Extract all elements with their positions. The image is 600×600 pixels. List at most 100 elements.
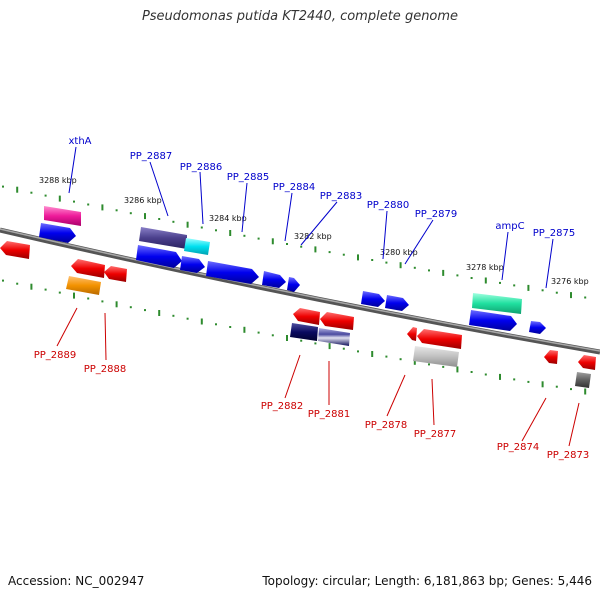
gene-label-pp2885[interactable]: PP_2885 (227, 172, 270, 183)
scale-tick-minor (115, 209, 118, 212)
scale-tick-minor (385, 261, 388, 264)
gene-arrow-pp2884[interactable] (262, 271, 286, 288)
scale-tick-minor (286, 243, 288, 245)
scale-tick-minor (371, 259, 374, 261)
scale-tick-minor (215, 323, 217, 326)
scale-tick-minor (186, 317, 189, 320)
gene-label-pp2880[interactable]: PP_2880 (367, 200, 410, 211)
gene-arrow-rev[interactable] (0, 241, 30, 259)
gene-arrow-pp2877b[interactable] (413, 346, 459, 367)
gene-arrow-pp2878[interactable] (407, 327, 417, 341)
gene-arrow-pp2886b[interactable] (180, 256, 205, 273)
scale-tick-major (144, 213, 146, 220)
scale-tick-minor (129, 212, 132, 215)
scale-tick-minor (129, 306, 132, 309)
gene-label-pp2873[interactable]: PP_2873 (547, 450, 590, 461)
gene-label-pp2887[interactable]: PP_2887 (130, 151, 173, 162)
gene-arrow-pp2882b[interactable] (290, 323, 318, 341)
scale-tick-minor (300, 245, 303, 248)
scale-tick-minor (73, 200, 75, 203)
scale-tick-major (243, 326, 246, 333)
scale-tick-major (456, 366, 459, 373)
accession-label: Accession: NC_002947 (8, 574, 145, 588)
scale-tick-minor (144, 309, 146, 312)
gene-arrow-pp2882[interactable] (293, 308, 320, 325)
scale-tick-minor (16, 282, 19, 285)
scale-tick-minor (257, 237, 260, 240)
gene-arrow-pp2883[interactable] (287, 277, 300, 292)
gene-arrow-pp2888[interactable] (104, 266, 127, 282)
gene-label-pp2886[interactable]: PP_2886 (180, 162, 223, 173)
map-title: Pseudomonas putida KT2440, complete geno… (141, 9, 459, 24)
gene-arrow-pp2887[interactable] (139, 227, 187, 249)
scale-ticks-bottom (2, 279, 587, 395)
gene-arrow-pp2881b[interactable] (318, 328, 350, 346)
scale-label: 3276 kbp (551, 277, 589, 286)
scale-tick-minor (2, 279, 4, 282)
gene-arrow-pp2881[interactable] (320, 312, 354, 330)
scale-tick-major (200, 318, 203, 325)
scale-tick-minor (527, 380, 530, 383)
scale-tick-minor (342, 347, 345, 350)
scale-tick-major (527, 284, 530, 291)
scale-tick-minor (470, 277, 473, 279)
gene-arrow-pp2889[interactable] (71, 259, 105, 278)
gene-label-xtha[interactable]: xthA (68, 136, 91, 147)
scale-label: 3286 kbp (124, 196, 162, 205)
gene-label-pp2875[interactable]: PP_2875 (533, 228, 576, 239)
scale-tick-minor (314, 342, 317, 345)
scale-tick-major (73, 292, 75, 299)
gene-label-pp2878[interactable]: PP_2878 (365, 420, 408, 431)
gene-arrow-ampc[interactable] (472, 293, 522, 314)
forward-genes (39, 206, 546, 334)
gene-arrow-pp2889b[interactable] (66, 276, 101, 295)
gene-arrow-pp2874[interactable] (544, 350, 558, 364)
gene-arrow-pp2877[interactable] (417, 329, 462, 349)
gene-label-ampc[interactable]: ampC (495, 221, 524, 232)
scale-tick-major (229, 230, 232, 236)
scale-tick-major (357, 254, 359, 261)
gene-arrow-pp2873b[interactable] (575, 372, 591, 388)
gene-arrow-pp2886[interactable] (184, 238, 210, 255)
gene-arrow-xtha[interactable] (44, 206, 81, 226)
gene-label-pp2884[interactable]: PP_2884 (273, 182, 316, 193)
scale-tick-major (399, 262, 402, 269)
scale-tick-minor (44, 288, 47, 291)
scale-tick-minor (555, 291, 558, 294)
reverse-genes (0, 241, 596, 388)
scale-tick-minor (413, 266, 416, 269)
gene-label-pp2889[interactable]: PP_2889 (34, 350, 77, 361)
gene-label-pp2882[interactable]: PP_2882 (261, 401, 304, 412)
gene-arrow-pp2879[interactable] (385, 295, 409, 311)
gene-label-pp2879[interactable]: PP_2879 (415, 209, 458, 220)
scale-tick-minor (570, 388, 572, 391)
scale-tick-minor (470, 371, 473, 373)
scale-tick-minor (584, 296, 587, 299)
gene-label-pp2877[interactable]: PP_2877 (414, 429, 457, 440)
scale-tick-major (30, 283, 33, 290)
gene-arrow-ampc-b[interactable] (469, 310, 517, 331)
scale-tick-minor (456, 274, 459, 277)
scale-tick-minor (257, 331, 260, 334)
scale-tick-minor (58, 291, 61, 294)
scale-tick-major (499, 373, 501, 380)
scale-tick-major (271, 238, 274, 245)
gene-arrow-pp2885[interactable] (206, 261, 259, 284)
gene-arrow-fwd[interactable] (39, 223, 76, 243)
gene-arrow-pp2875[interactable] (529, 321, 546, 334)
gene-label-pp2888[interactable]: PP_2888 (84, 364, 127, 375)
scale-tick-minor (44, 194, 47, 197)
scale-label: 3284 kbp (209, 214, 247, 223)
scale-tick-minor (385, 355, 388, 358)
scale-tick-minor (484, 373, 487, 376)
gene-label-pp2874[interactable]: PP_2874 (497, 442, 540, 453)
scale-tick-major (101, 204, 104, 211)
gene-arrow-pp2873[interactable] (578, 355, 596, 370)
gene-arrow-pp2887b[interactable] (136, 245, 182, 268)
scale-tick-minor (499, 281, 501, 284)
scale-tick-minor (101, 300, 104, 303)
gene-label-pp2881[interactable]: PP_2881 (308, 409, 351, 420)
gene-arrow-pp2880[interactable] (361, 291, 385, 307)
gene-label-pp2883[interactable]: PP_2883 (320, 191, 363, 202)
